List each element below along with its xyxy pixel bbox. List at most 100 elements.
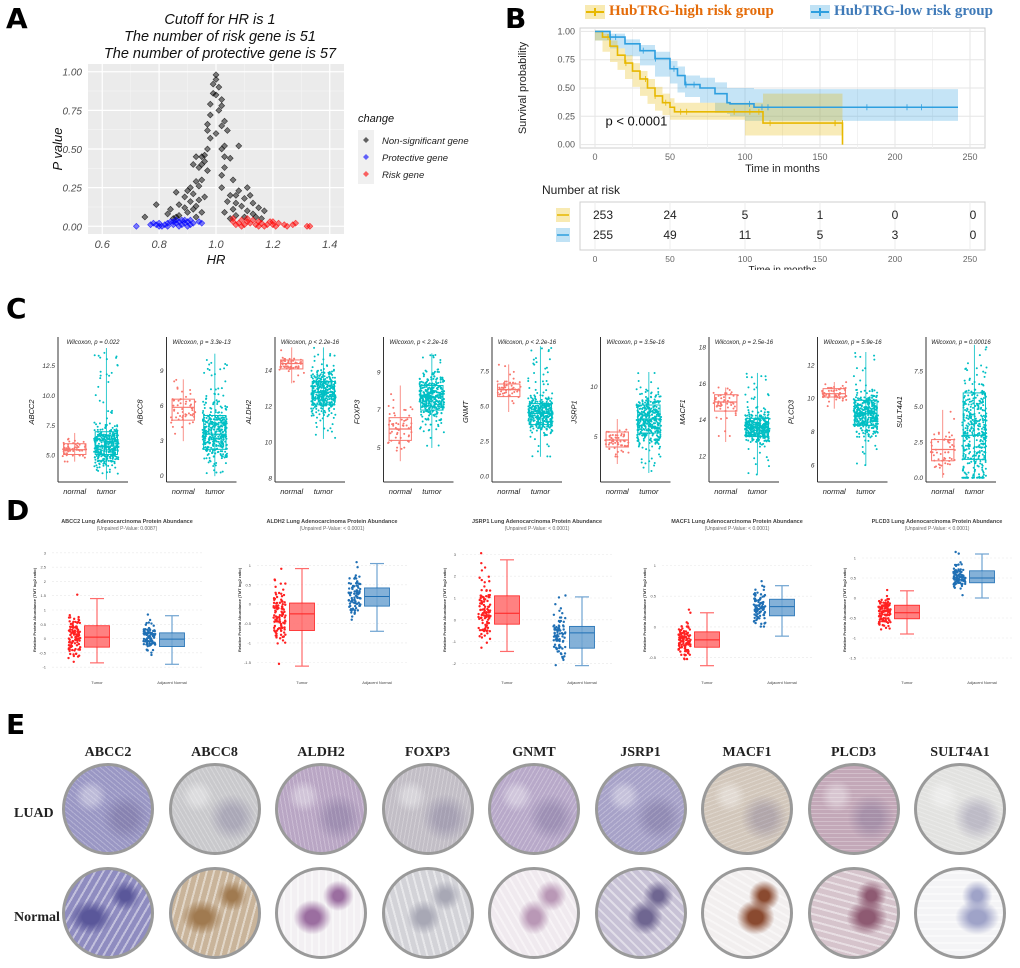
data-point <box>767 413 770 416</box>
data-point <box>322 398 325 401</box>
x-tick-label: normal <box>389 487 412 496</box>
data-point <box>766 432 769 435</box>
data-point <box>658 453 661 456</box>
data-point <box>861 450 864 453</box>
data-point <box>278 368 281 371</box>
data-point <box>639 413 642 416</box>
data-point <box>970 457 973 460</box>
data-point <box>865 398 868 401</box>
data-point <box>116 425 119 428</box>
data-point <box>543 406 546 409</box>
data-point <box>217 425 220 428</box>
data-point <box>748 417 751 420</box>
data-point <box>562 628 565 631</box>
data-point <box>297 374 300 377</box>
data-point <box>980 406 983 409</box>
data-point <box>145 639 149 642</box>
y-tick-label: 0.25 <box>63 184 83 195</box>
data-point <box>331 423 334 426</box>
data-point <box>509 381 512 384</box>
data-point <box>109 459 112 462</box>
data-point <box>207 453 210 456</box>
data-point <box>646 405 649 408</box>
data-point <box>714 396 717 399</box>
data-point <box>651 423 654 426</box>
data-point <box>637 419 640 422</box>
data-point <box>511 392 514 395</box>
data-point <box>440 406 443 409</box>
data-point <box>329 354 332 357</box>
data-point <box>977 432 980 435</box>
data-point <box>754 414 757 417</box>
data-point <box>534 397 537 400</box>
data-point <box>314 404 317 407</box>
data-point <box>427 402 430 405</box>
data-point <box>215 462 218 465</box>
data-point <box>333 388 336 391</box>
data-point <box>548 358 551 361</box>
data-point <box>323 384 326 387</box>
data-point <box>964 403 967 406</box>
data-point <box>859 411 862 414</box>
data-point <box>939 452 942 455</box>
legend-label: Risk gene <box>382 170 424 181</box>
data-point <box>857 406 860 409</box>
data-point <box>750 435 753 438</box>
data-point <box>720 417 723 420</box>
data-point <box>753 418 756 421</box>
data-point <box>353 590 356 593</box>
data-point <box>649 400 652 403</box>
p-value-annotation: p < 0.0001 <box>606 113 668 128</box>
data-point <box>981 458 984 461</box>
data-point <box>202 443 205 446</box>
data-point <box>358 587 362 591</box>
data-point <box>943 438 946 441</box>
data-point <box>835 395 838 398</box>
data-point <box>744 418 747 421</box>
data-point <box>540 398 543 401</box>
data-point <box>930 450 933 453</box>
data-point <box>387 423 390 426</box>
data-point <box>422 375 425 378</box>
data-point <box>436 403 439 406</box>
data-point <box>964 476 967 479</box>
data-point <box>870 401 873 404</box>
legend-marker-icon <box>363 137 369 143</box>
data-point <box>403 419 406 422</box>
data-point <box>646 389 649 392</box>
data-point <box>488 580 491 583</box>
data-point <box>653 401 656 404</box>
data-point <box>279 633 283 637</box>
data-point <box>856 412 859 415</box>
data-point <box>292 366 295 369</box>
data-point <box>318 380 321 383</box>
data-point <box>331 373 334 376</box>
data-point <box>755 473 758 476</box>
data-point <box>968 423 971 426</box>
data-point <box>149 643 153 647</box>
data-point <box>636 439 639 442</box>
data-point <box>318 402 321 405</box>
x-tick-label: normal <box>63 487 86 496</box>
data-point <box>388 412 391 415</box>
data-point <box>724 409 727 412</box>
data-point <box>105 449 108 452</box>
data-point <box>407 427 410 430</box>
data-point <box>277 591 281 595</box>
risk-table-panel <box>579 201 986 251</box>
legend-item-high-risk: HubTRG-high risk group <box>585 3 774 20</box>
data-point <box>326 364 329 367</box>
data-point <box>971 431 974 434</box>
data-point <box>965 390 968 393</box>
data-point <box>766 439 769 442</box>
data-point <box>973 445 976 448</box>
data-point <box>439 376 442 379</box>
data-point <box>172 188 180 196</box>
data-point <box>108 468 111 471</box>
risk-count: 0 <box>970 228 977 242</box>
data-point <box>734 412 737 415</box>
data-point <box>210 438 213 441</box>
data-point <box>441 378 444 381</box>
data-point <box>765 456 768 459</box>
data-point <box>289 366 292 369</box>
